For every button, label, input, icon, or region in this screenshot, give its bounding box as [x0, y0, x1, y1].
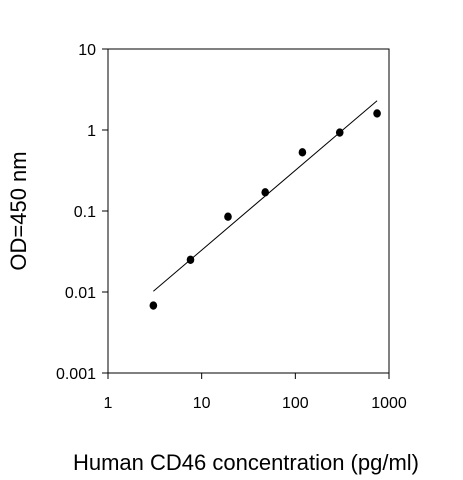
plot-frame: [107, 48, 390, 374]
x-tick-label: 1000: [371, 395, 407, 412]
y-axis-title: OD=450 nm: [6, 151, 31, 270]
data-point: [149, 301, 158, 310]
y-tick-label: 0.1: [74, 204, 96, 221]
x-axis-title: Human CD46 concentration (pg/ml): [73, 450, 419, 475]
data-point: [261, 188, 270, 197]
data-point: [224, 212, 232, 221]
x-tick-label: 100: [282, 395, 309, 412]
data-point: [373, 109, 381, 118]
y-tick-label: 10: [78, 42, 96, 59]
x-tick-label: 1: [104, 395, 113, 412]
data-point: [335, 128, 344, 137]
y-tick-label: 0.01: [65, 285, 96, 302]
y-axis: 0.001 0.01 0.1 1 10: [56, 42, 108, 383]
data-point: [298, 148, 307, 157]
x-tick-label: 10: [193, 395, 211, 412]
y-tick-label: 1: [87, 123, 96, 140]
y-tick-label: 0.001: [56, 366, 96, 383]
data-point: [186, 255, 195, 264]
x-axis: 1 10 100 1000: [104, 373, 407, 412]
data-points: [149, 109, 381, 310]
